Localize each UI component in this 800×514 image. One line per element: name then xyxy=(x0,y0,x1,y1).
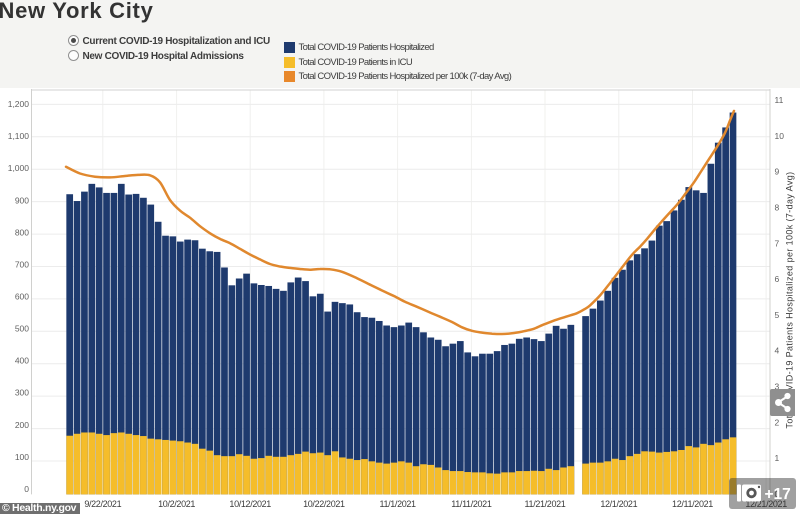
svg-text:10/22/2021: 10/22/2021 xyxy=(303,499,345,509)
svg-text:300: 300 xyxy=(15,388,29,398)
svg-text:800: 800 xyxy=(15,227,29,237)
svg-text:3: 3 xyxy=(775,382,780,392)
svg-text:1,000: 1,000 xyxy=(8,163,30,173)
svg-text:10/12/2021: 10/12/2021 xyxy=(229,499,271,509)
svg-text:9/22/2021: 9/22/2021 xyxy=(84,499,121,509)
svg-text:200: 200 xyxy=(15,420,29,430)
svg-text:100: 100 xyxy=(15,452,29,462)
svg-text:9: 9 xyxy=(775,167,780,177)
svg-text:11: 11 xyxy=(775,95,784,105)
svg-text:7: 7 xyxy=(775,238,780,248)
svg-text:700: 700 xyxy=(15,259,29,269)
svg-text:10: 10 xyxy=(775,131,785,141)
svg-text:11/21/2021: 11/21/2021 xyxy=(525,499,566,509)
svg-text:1: 1 xyxy=(775,453,780,463)
svg-text:12/11/2021: 12/11/2021 xyxy=(672,499,713,509)
svg-text:6: 6 xyxy=(775,274,780,284)
svg-text:10/2/2021: 10/2/2021 xyxy=(158,499,195,509)
svg-text:1,200: 1,200 xyxy=(8,99,30,109)
svg-text:11/1/2021: 11/1/2021 xyxy=(379,499,416,509)
svg-text:0: 0 xyxy=(775,489,780,499)
svg-text:8: 8 xyxy=(775,203,780,213)
svg-text:5: 5 xyxy=(775,310,780,320)
svg-text:500: 500 xyxy=(15,324,29,334)
svg-text:900: 900 xyxy=(15,195,29,205)
svg-text:12/1/2021: 12/1/2021 xyxy=(600,499,637,509)
svg-text:2: 2 xyxy=(775,417,780,427)
svg-text:12/21/2021: 12/21/2021 xyxy=(745,499,787,509)
svg-text:11/11/2021: 11/11/2021 xyxy=(451,499,492,509)
svg-text:0: 0 xyxy=(24,484,29,494)
svg-text:1,100: 1,100 xyxy=(8,131,30,141)
svg-text:600: 600 xyxy=(15,292,29,302)
svg-text:400: 400 xyxy=(15,356,29,366)
svg-text:Total COVID-19 Patients Hospit: Total COVID-19 Patients Hospitalized per… xyxy=(785,171,795,428)
svg-text:4: 4 xyxy=(775,346,780,356)
